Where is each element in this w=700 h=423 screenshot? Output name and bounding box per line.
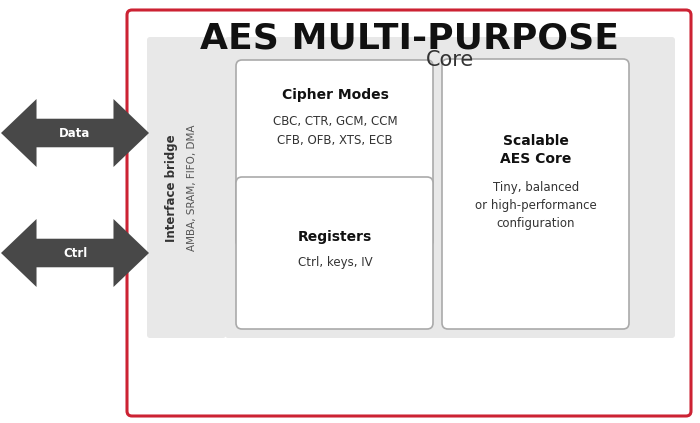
Text: CBC, CTR, GCM, CCM: CBC, CTR, GCM, CCM [273, 115, 398, 127]
Text: Cipher Modes: Cipher Modes [281, 88, 389, 102]
Text: Interface bridge: Interface bridge [165, 134, 178, 242]
FancyBboxPatch shape [442, 59, 629, 329]
Text: Tiny, balanced
or high-performance
configuration: Tiny, balanced or high-performance confi… [475, 181, 597, 230]
Text: AES MULTI-PURPOSE: AES MULTI-PURPOSE [199, 21, 619, 55]
Text: AMBA, SRAM, FIFO, DMA: AMBA, SRAM, FIFO, DMA [187, 125, 197, 251]
Text: Ctrl, keys, IV: Ctrl, keys, IV [298, 255, 372, 269]
Polygon shape [1, 99, 149, 167]
Polygon shape [1, 219, 149, 287]
Text: Core: Core [426, 50, 474, 70]
FancyBboxPatch shape [236, 60, 433, 247]
Text: Data: Data [60, 126, 91, 140]
FancyBboxPatch shape [147, 37, 226, 338]
Text: CFB, OFB, XTS, ECB: CFB, OFB, XTS, ECB [277, 134, 393, 146]
Text: Registers: Registers [298, 230, 372, 244]
FancyBboxPatch shape [127, 10, 691, 416]
Text: Scalable
AES Core: Scalable AES Core [500, 134, 572, 166]
Text: Ctrl: Ctrl [63, 247, 87, 259]
FancyBboxPatch shape [225, 37, 675, 338]
FancyBboxPatch shape [236, 177, 433, 329]
